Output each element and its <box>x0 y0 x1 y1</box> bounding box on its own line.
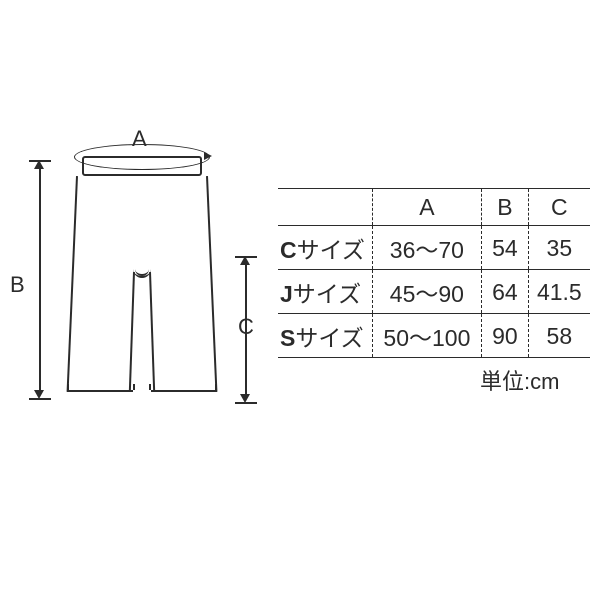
inseam-right <box>149 272 155 392</box>
hem-tick <box>215 384 217 390</box>
arrowhead-icon <box>204 152 212 160</box>
pants-diagram: A <box>68 148 216 396</box>
col-header-c: C <box>528 189 590 226</box>
table-row: Sサイズ 50～100 90 58 <box>278 314 590 358</box>
table-header-row: A B C <box>278 189 590 226</box>
dimension-b <box>22 156 58 404</box>
hem-left <box>67 390 133 392</box>
col-header-a: A <box>372 189 482 226</box>
dimension-b-label: B <box>10 272 25 298</box>
dim-cap <box>235 402 257 404</box>
cell-a: 50～100 <box>372 314 482 358</box>
row-label: Jサイズ <box>278 270 372 314</box>
size-table: A B C Cサイズ 36～70 54 35 Jサイズ 45～90 64 41.… <box>278 188 590 358</box>
dim-line <box>39 168 41 392</box>
dim-cap <box>29 398 51 400</box>
cell-a: 36～70 <box>372 226 482 270</box>
hem-tick <box>149 384 151 390</box>
hem-right <box>151 390 217 392</box>
waistband <box>82 156 202 176</box>
cell-b: 54 <box>482 226 528 270</box>
pants-body <box>78 176 206 392</box>
cell-c: 35 <box>528 226 590 270</box>
cell-a: 45～90 <box>372 270 482 314</box>
outseam-right <box>206 176 217 392</box>
col-header-b: B <box>482 189 528 226</box>
inseam-left <box>129 272 135 392</box>
hem-tick <box>67 384 69 390</box>
col-header-blank <box>278 189 372 226</box>
hem-tick <box>133 384 135 390</box>
table-row: Cサイズ 36～70 54 35 <box>278 226 590 270</box>
cell-c: 58 <box>528 314 590 358</box>
row-label: Cサイズ <box>278 226 372 270</box>
table-row: Jサイズ 45～90 64 41.5 <box>278 270 590 314</box>
cell-b: 64 <box>482 270 528 314</box>
outseam-left <box>67 176 78 392</box>
cell-b: 90 <box>482 314 528 358</box>
cell-c: 41.5 <box>528 270 590 314</box>
unit-note: 単位:cm <box>480 364 559 396</box>
size-chart-canvas: A B C <box>0 0 590 590</box>
row-label: Sサイズ <box>278 314 372 358</box>
dimension-c-label: C <box>238 314 254 340</box>
